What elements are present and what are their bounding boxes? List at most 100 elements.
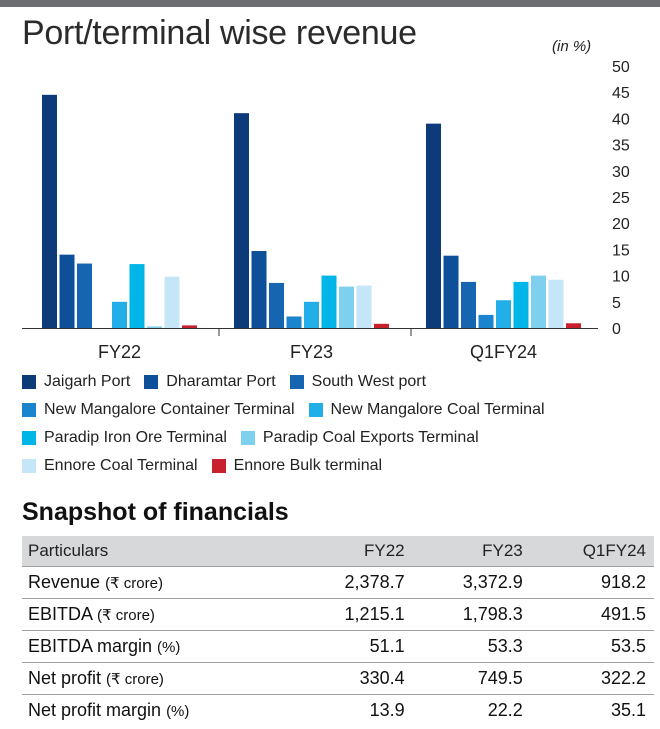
row-label-cell: Net profit (₹ crore) [22,662,295,695]
table-cell-value: 1,215.1 [294,598,413,631]
unit-note: (in %) [552,38,592,55]
row-label: EBITDA margin [28,636,158,656]
table-row: Revenue (₹ crore) 2,378.7 3,372.9 918.2 [22,566,654,599]
table-cell-value: 749.5 [412,662,531,695]
row-label: EBITDA [28,604,98,624]
y-tick-label: 35 [612,138,630,155]
header-fy23: FY23 [412,536,531,567]
table-cell-value: 330.4 [294,662,413,695]
bar-fy22-1 [59,254,75,328]
legend-label: New Mangalore Coal Terminal [330,401,545,418]
x-category-label: FY22 [98,342,141,362]
header-q1fy24: Q1FY24 [530,536,654,567]
chart-legend: Jaigarh Port Dharamtar Port South West por… [22,368,652,480]
legend-item: Paradip Coal Exports Terminal [240,429,479,447]
header-particulars: Particulars [22,536,295,567]
legend-label: Jaigarh Port [44,373,131,390]
table-cell-value: 2,378.7 [294,566,413,599]
bar-fy23-0 [234,113,249,328]
table-row: Net profit margin (%) 13.9 22.2 35.1 [22,695,654,727]
table-row: EBITDA (₹ crore) 1,215.1 1,798.3 491.5 [22,598,654,631]
legend-item: New Mangalore Coal Terminal [308,401,545,419]
legend-row: New Mangalore Container Terminal New Mang… [22,396,652,424]
financials-title: Snapshot of financials [22,498,289,526]
row-label-cell: Revenue (₹ crore) [22,566,295,599]
table-cell-value: 3,372.9 [412,566,531,599]
bar-q1fy24-6 [531,275,546,328]
x-category-label: Q1FY24 [470,342,537,362]
legend-label: New Mangalore Container Terminal [44,401,295,418]
bar-chart: 0 5 10 15 20 25 30 35 40 45 50 FY22 FY23 Q1FY24 [22,59,630,362]
y-tick-label: 15 [612,242,630,259]
top-accent-bar [0,0,660,7]
bar-q1fy24-1 [443,255,459,328]
bar-fy22-5 [129,264,145,328]
legend-label: Paradip Coal Exports Terminal [262,429,479,446]
table-cell-value: 51.1 [294,630,413,663]
row-label: Revenue [28,572,106,592]
y-tick-label: 40 [612,111,630,128]
bar-q1fy24-5 [513,281,529,328]
legend-swatch [22,403,36,417]
legend-label: South West port [311,373,427,390]
legend-item: Paradip Iron Ore Terminal [22,429,227,447]
bar-fy22-0 [42,94,57,328]
bar-fy22-4 [112,301,127,328]
bar-fy23-8 [374,323,389,328]
y-tick-label: 45 [612,85,630,102]
legend-item: Jaigarh Port [22,373,130,391]
table-cell-value: 918.2 [530,566,654,599]
row-label-cell: Net profit margin (%) [22,695,294,727]
row-label: Net profit [28,668,107,688]
row-label: Net profit margin [28,700,167,720]
legend-item: New Mangalore Container Terminal [22,401,295,419]
legend-row: Ennore Coal Terminal Ennore Bulk terminal [22,452,652,480]
y-tick-label: 10 [612,269,630,286]
financials-table: Particulars FY22 FY23 Q1FY24 Revenue (₹ … [22,536,654,726]
legend-row: Paradip Iron Ore Terminal Paradip Coal Ex… [22,424,652,452]
bar-fy23-1 [251,250,267,328]
bar-q1fy24-3 [478,314,494,328]
legend-swatch [211,459,226,473]
legend-item: South West port [289,373,427,391]
y-tick-label: 50 [612,59,630,76]
bar-fy23-5 [321,275,337,328]
row-unit: (₹ crore) [106,671,164,688]
y-tick-label: 20 [612,216,630,233]
legend-swatch [22,375,36,389]
bar-q1fy24-7 [548,279,564,328]
legend-item: Ennore Coal Terminal [22,457,198,475]
legend-item: Dharamtar Port [144,373,276,391]
legend-item: Ennore Bulk terminal [211,457,383,475]
legend-label: Ennore Coal Terminal [44,457,198,474]
legend-swatch [240,431,255,445]
table-cell-value: 13.9 [369,700,405,720]
bar-fy22-7 [164,276,180,328]
legend-swatch [308,403,323,417]
bar-q1fy24-8 [566,323,581,328]
legend-label: Ennore Bulk terminal [233,457,383,474]
legend-swatch [144,375,159,389]
row-unit: (%) [166,703,190,720]
table-row: EBITDA margin (%) 51.1 53.3 53.5 [22,630,654,663]
table-cell-value: 53.3 [412,630,531,663]
legend-label: Paradip Iron Ore Terminal [44,429,227,446]
y-tick-label: 5 [612,295,621,312]
legend-swatch [22,431,36,445]
bar-q1fy24-2 [461,281,476,328]
y-tick-label: 30 [612,164,630,181]
table-cell-value: 35.1 [610,700,646,720]
table-header-row: Particulars FY22 FY23 Q1FY24 [22,536,654,567]
table-cell-value: 22.2 [487,700,523,720]
table-row: Net profit (₹ crore) 330.4 749.5 322.2 [22,662,654,695]
bar-fy23-2 [269,282,284,328]
bar-q1fy24-0 [426,123,441,328]
legend-swatch [22,459,36,473]
row-label-cell: EBITDA margin (%) [22,630,295,663]
bar-fy23-7 [356,285,372,328]
row-unit: (₹ crore) [105,575,163,592]
x-category-label: FY23 [290,342,333,362]
table-cell-value: 53.5 [530,630,654,663]
y-tick-label: 0 [612,321,621,338]
bar-fy23-3 [286,316,302,328]
